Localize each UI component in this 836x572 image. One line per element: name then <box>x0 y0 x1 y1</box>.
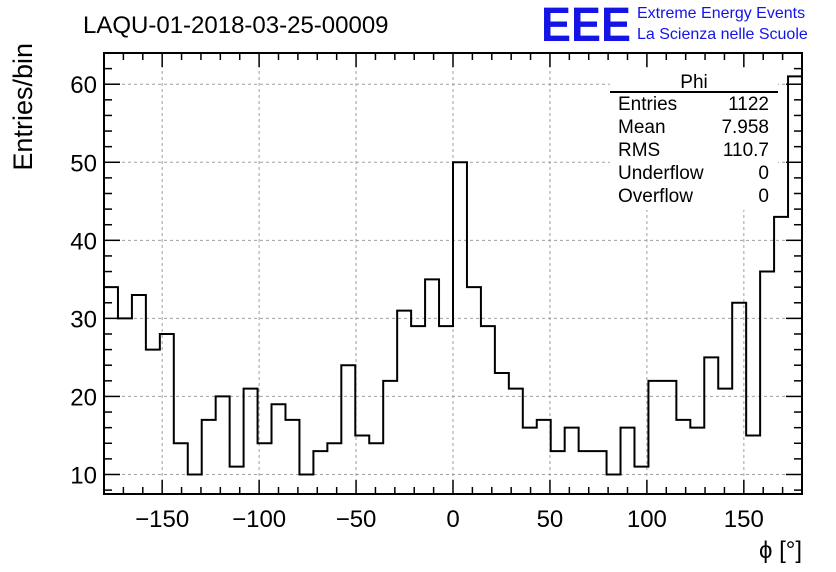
x-tick-label: −150 <box>135 506 189 533</box>
stats-row-value: 0 <box>758 186 769 207</box>
stats-row-label: Underflow <box>618 163 704 184</box>
stats-row-value: 1122 <box>728 94 769 115</box>
stats-row-label: Mean <box>618 117 666 138</box>
y-tick-label: 10 <box>70 462 97 489</box>
stats-box: Phi Entries 1122 Mean 7.958 RMS 110.7 Underflo… <box>610 70 778 210</box>
y-tick-label: 60 <box>70 72 97 99</box>
y-tick-label: 30 <box>70 306 97 333</box>
x-tick-label: −100 <box>232 506 286 533</box>
y-axis-title: Entries/bin <box>8 43 38 171</box>
x-tick-label: 0 <box>446 506 459 533</box>
plot-frame <box>103 52 803 495</box>
stats-box-title: Phi <box>680 72 707 93</box>
x-tick-label: 100 <box>627 506 667 533</box>
x-tick-label: −50 <box>336 506 377 533</box>
stats-row-value: 0 <box>758 163 769 184</box>
x-tick-label: 50 <box>537 506 564 533</box>
y-tick-label: 40 <box>70 228 97 255</box>
eee-logo: EEE Extreme Energy Events La Scienza nel… <box>541 0 808 52</box>
x-tick-label: 150 <box>724 506 764 533</box>
histogram-outline <box>104 75 802 476</box>
stats-box-background <box>610 70 778 210</box>
y-tick-label: 50 <box>70 150 97 177</box>
stats-row-value: 110.7 <box>723 140 769 161</box>
eee-logo-line-2: La Scienza nelle Scuole <box>637 26 808 43</box>
tick-labels: −150 −100 −50 0 50 100 150 10 20 30 40 50 60 <box>70 72 764 533</box>
stats-row-label: Entries <box>618 94 677 115</box>
stats-row-value: 7.958 <box>721 117 769 138</box>
eee-logo-text: EEE <box>541 0 631 52</box>
eee-logo-line-1: Extreme Energy Events <box>637 5 805 22</box>
y-tick-label: 20 <box>70 384 97 411</box>
x-axis-title: ϕ [°] <box>759 537 802 564</box>
stats-row-label: RMS <box>618 140 660 161</box>
stats-row-label: Overflow <box>618 186 693 207</box>
run-title: LAQU-01-2018-03-25-00009 <box>83 12 389 39</box>
